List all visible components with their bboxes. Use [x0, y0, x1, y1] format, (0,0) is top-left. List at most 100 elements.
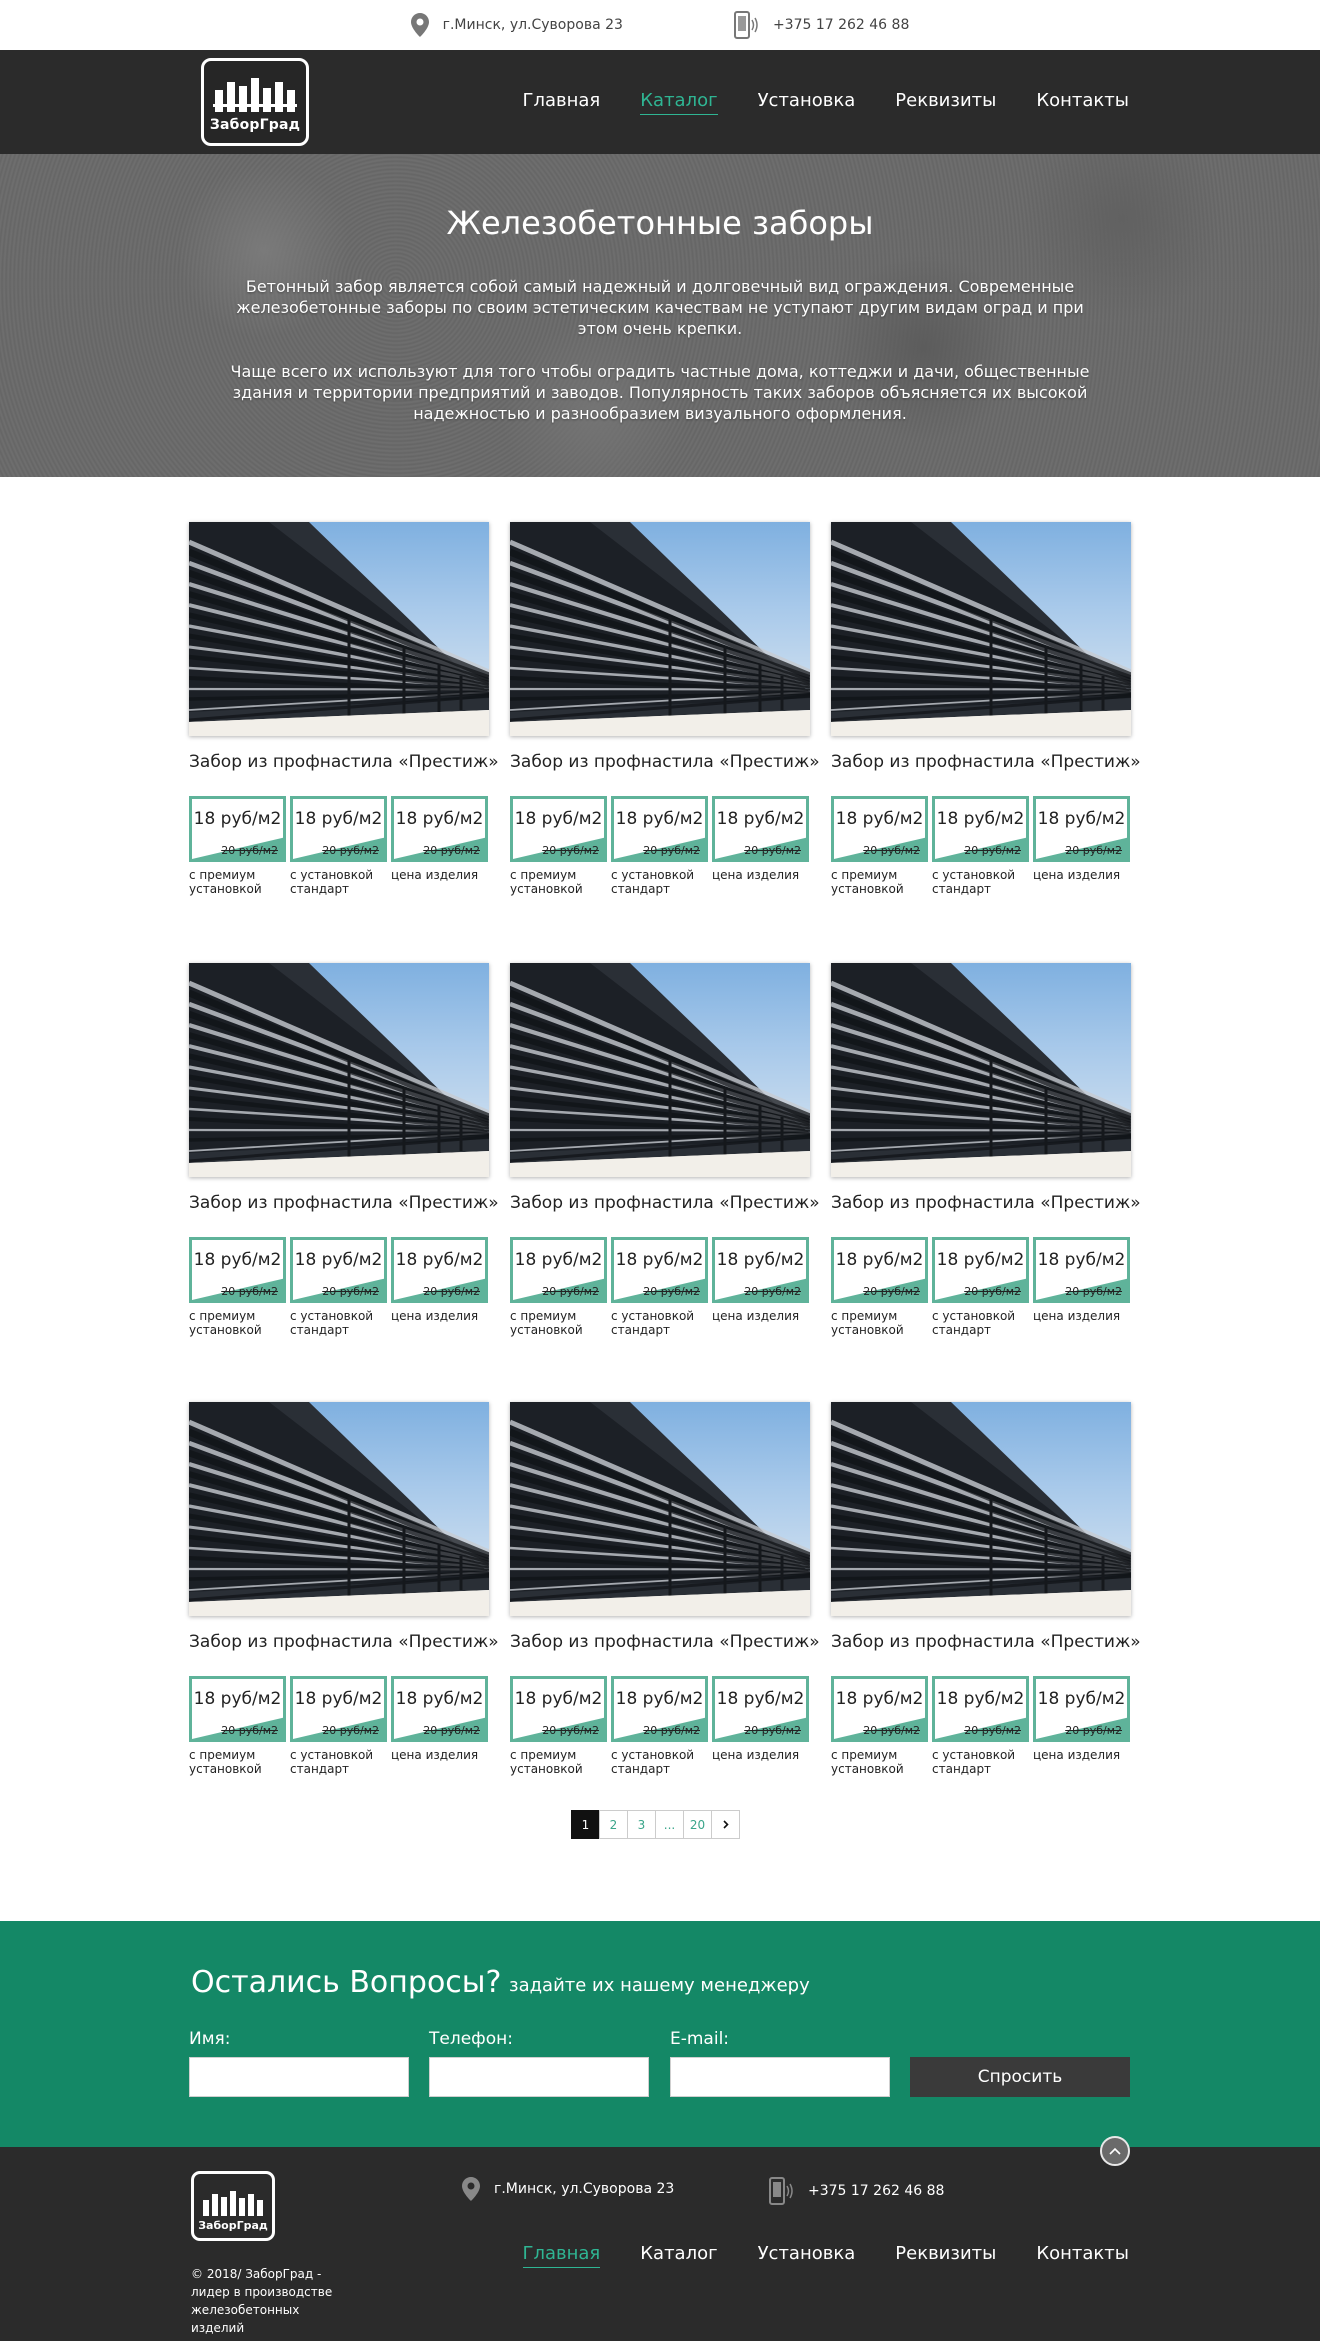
footer-nav-installation[interactable]: Установка — [757, 2243, 856, 2264]
email-label: E-mail: — [670, 2029, 730, 2049]
logo-text: ЗаборГрад — [209, 117, 301, 133]
price-option[interactable]: 18 руб/м2 20 руб/м2 цена изделия — [712, 1676, 809, 1776]
product-title[interactable]: Забор из профнастила «Престиж» — [831, 1632, 1141, 1652]
nav-catalog[interactable]: Каталог — [640, 90, 718, 115]
footer-nav-requisites[interactable]: Реквизиты — [895, 2243, 997, 2264]
price-option[interactable]: 18 руб/м2 20 руб/м2 с премиум установкой — [189, 796, 286, 896]
product-title[interactable]: Забор из профнастила «Престиж» — [510, 1193, 820, 1213]
price-option[interactable]: 18 руб/м2 20 руб/м2 цена изделия — [1033, 1237, 1130, 1337]
product-title[interactable]: Забор из профнастила «Престиж» — [510, 752, 820, 772]
name-input[interactable] — [189, 2057, 409, 2097]
price-label: с установкой стандарт — [290, 868, 374, 896]
nav-requisites[interactable]: Реквизиты — [895, 90, 997, 111]
page-link[interactable]: 20 — [683, 1810, 712, 1839]
price-option[interactable]: 18 руб/м2 20 руб/м2 с установкой стандар… — [932, 1676, 1029, 1776]
product-card[interactable]: Забор из профнастила «Престиж» 18 руб/м2… — [510, 1402, 820, 1776]
price-option[interactable]: 18 руб/м2 20 руб/м2 с премиум установкой — [189, 1237, 286, 1337]
price-option[interactable]: 18 руб/м2 20 руб/м2 с премиум установкой — [831, 1237, 928, 1337]
footer-address-text: г.Минск, ул.Суворова 23 — [494, 2181, 675, 2197]
price-option[interactable]: 18 руб/м2 20 руб/м2 с установкой стандар… — [290, 796, 387, 896]
price-option[interactable]: 18 руб/м2 20 руб/м2 цена изделия — [1033, 1676, 1130, 1776]
old-price: 20 руб/м2 — [964, 1724, 1021, 1737]
hero-paragraph-2: Чаще всего их используют для того чтобы … — [230, 362, 1090, 423]
price-label: с установкой стандарт — [290, 1748, 374, 1776]
product-photo[interactable] — [189, 963, 489, 1177]
price-label: цена изделия — [1033, 1309, 1121, 1323]
price-option[interactable]: 18 руб/м2 20 руб/м2 с премиум установкой — [510, 1676, 607, 1776]
product-card[interactable]: Забор из профнастила «Престиж» 18 руб/м2… — [831, 522, 1141, 896]
price-option[interactable]: 18 руб/м2 20 руб/м2 с установкой стандар… — [290, 1676, 387, 1776]
price-option[interactable]: 18 руб/м2 20 руб/м2 цена изделия — [712, 1237, 809, 1337]
product-photo[interactable] — [510, 1402, 810, 1616]
product-card[interactable]: Забор из профнастила «Престиж» 18 руб/м2… — [510, 522, 820, 896]
product-photo[interactable] — [189, 522, 489, 736]
old-price: 20 руб/м2 — [542, 844, 599, 857]
phone-input[interactable] — [429, 2057, 649, 2097]
current-price: 18 руб/м2 — [294, 809, 383, 829]
current-price: 18 руб/м2 — [716, 809, 805, 829]
chevron-right-icon — [722, 1820, 729, 1829]
old-price: 20 руб/м2 — [221, 1724, 278, 1737]
product-photo[interactable] — [510, 963, 810, 1177]
scroll-to-top-button[interactable] — [1100, 2136, 1130, 2166]
nav-installation[interactable]: Установка — [757, 90, 856, 111]
product-photo[interactable] — [831, 1402, 1131, 1616]
price-option[interactable]: 18 руб/м2 20 руб/м2 с премиум установкой — [189, 1676, 286, 1776]
product-title[interactable]: Забор из профнастила «Престиж» — [831, 752, 1141, 772]
next-page-button[interactable] — [711, 1810, 740, 1839]
page-link[interactable]: 1 — [571, 1810, 600, 1839]
page-link[interactable]: 3 — [627, 1810, 656, 1839]
price-option[interactable]: 18 руб/м2 20 руб/м2 цена изделия — [1033, 796, 1130, 896]
footer-nav-contacts[interactable]: Контакты — [1036, 2243, 1129, 2264]
price-option[interactable]: 18 руб/м2 20 руб/м2 с премиум установкой — [831, 796, 928, 896]
price-option[interactable]: 18 руб/м2 20 руб/м2 с премиум установкой — [510, 1237, 607, 1337]
product-card[interactable]: Забор из профнастила «Престиж» 18 руб/м2… — [189, 522, 499, 896]
footer-logo[interactable]: ЗаборГрад — [191, 2171, 275, 2241]
nav-contacts[interactable]: Контакты — [1036, 90, 1129, 111]
product-title[interactable]: Забор из профнастила «Престиж» — [510, 1632, 820, 1652]
product-card[interactable]: Забор из профнастила «Престиж» 18 руб/м2… — [831, 1402, 1141, 1776]
footer-nav-home[interactable]: Главная — [522, 2243, 601, 2268]
footer-nav-catalog[interactable]: Каталог — [640, 2243, 718, 2264]
current-price: 18 руб/м2 — [615, 1250, 704, 1270]
price-label: с премиум установкой — [189, 868, 262, 896]
price-option[interactable]: 18 руб/м2 20 руб/м2 цена изделия — [391, 796, 488, 896]
price-option[interactable]: 18 руб/м2 20 руб/м2 цена изделия — [391, 1237, 488, 1337]
site-logo[interactable]: ЗаборГрад — [201, 58, 309, 146]
price-option[interactable]: 18 руб/м2 20 руб/м2 с премиум установкой — [510, 796, 607, 896]
footer-phone-text[interactable]: +375 17 262 46 88 — [808, 2183, 945, 2199]
price-box: 18 руб/м2 20 руб/м2 — [290, 796, 387, 862]
price-option[interactable]: 18 руб/м2 20 руб/м2 с установкой стандар… — [611, 796, 708, 896]
product-title[interactable]: Забор из профнастила «Престиж» — [831, 1193, 1141, 1213]
product-card[interactable]: Забор из профнастила «Престиж» 18 руб/м2… — [189, 963, 499, 1337]
price-option[interactable]: 18 руб/м2 20 руб/м2 с установкой стандар… — [932, 796, 1029, 896]
old-price: 20 руб/м2 — [964, 844, 1021, 857]
product-photo[interactable] — [510, 522, 810, 736]
product-photo[interactable] — [831, 522, 1131, 736]
product-title[interactable]: Забор из профнастила «Престиж» — [189, 1632, 499, 1652]
product-card[interactable]: Забор из профнастила «Престиж» 18 руб/м2… — [510, 963, 820, 1337]
product-card[interactable]: Забор из профнастила «Престиж» 18 руб/м2… — [831, 963, 1141, 1337]
product-card[interactable]: Забор из профнастила «Престиж» 18 руб/м2… — [189, 1402, 499, 1776]
price-option[interactable]: 18 руб/м2 20 руб/м2 с установкой стандар… — [932, 1237, 1029, 1337]
price-option[interactable]: 18 руб/м2 20 руб/м2 цена изделия — [712, 796, 809, 896]
phone-text[interactable]: +375 17 262 46 88 — [772, 17, 910, 33]
price-box: 18 руб/м2 20 руб/м2 — [712, 1676, 809, 1742]
product-title[interactable]: Забор из профнастила «Престиж» — [189, 752, 499, 772]
email-input[interactable] — [670, 2057, 890, 2097]
product-title[interactable]: Забор из профнастила «Престиж» — [189, 1193, 499, 1213]
price-option[interactable]: 18 руб/м2 20 руб/м2 с установкой стандар… — [611, 1676, 708, 1776]
price-option[interactable]: 18 руб/м2 20 руб/м2 с установкой стандар… — [290, 1237, 387, 1337]
old-price: 20 руб/м2 — [221, 844, 278, 857]
ask-button[interactable]: Спросить — [910, 2057, 1130, 2097]
price-option[interactable]: 18 руб/м2 20 руб/м2 с премиум установкой — [831, 1676, 928, 1776]
old-price: 20 руб/м2 — [221, 1285, 278, 1298]
product-photo[interactable] — [831, 963, 1131, 1177]
old-price: 20 руб/м2 — [964, 1285, 1021, 1298]
nav-home[interactable]: Главная — [522, 90, 601, 111]
page-link[interactable]: 2 — [599, 1810, 628, 1839]
price-option[interactable]: 18 руб/м2 20 руб/м2 цена изделия — [391, 1676, 488, 1776]
product-photo[interactable] — [189, 1402, 489, 1616]
current-price: 18 руб/м2 — [514, 1689, 603, 1709]
price-option[interactable]: 18 руб/м2 20 руб/м2 с установкой стандар… — [611, 1237, 708, 1337]
